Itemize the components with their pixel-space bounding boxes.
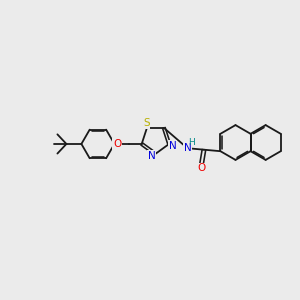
Text: N: N <box>184 143 191 153</box>
Text: S: S <box>143 118 150 128</box>
Text: O: O <box>197 163 206 173</box>
Text: O: O <box>113 139 121 149</box>
Text: N: N <box>169 141 177 151</box>
Text: N: N <box>148 151 156 161</box>
Text: H: H <box>188 138 194 147</box>
